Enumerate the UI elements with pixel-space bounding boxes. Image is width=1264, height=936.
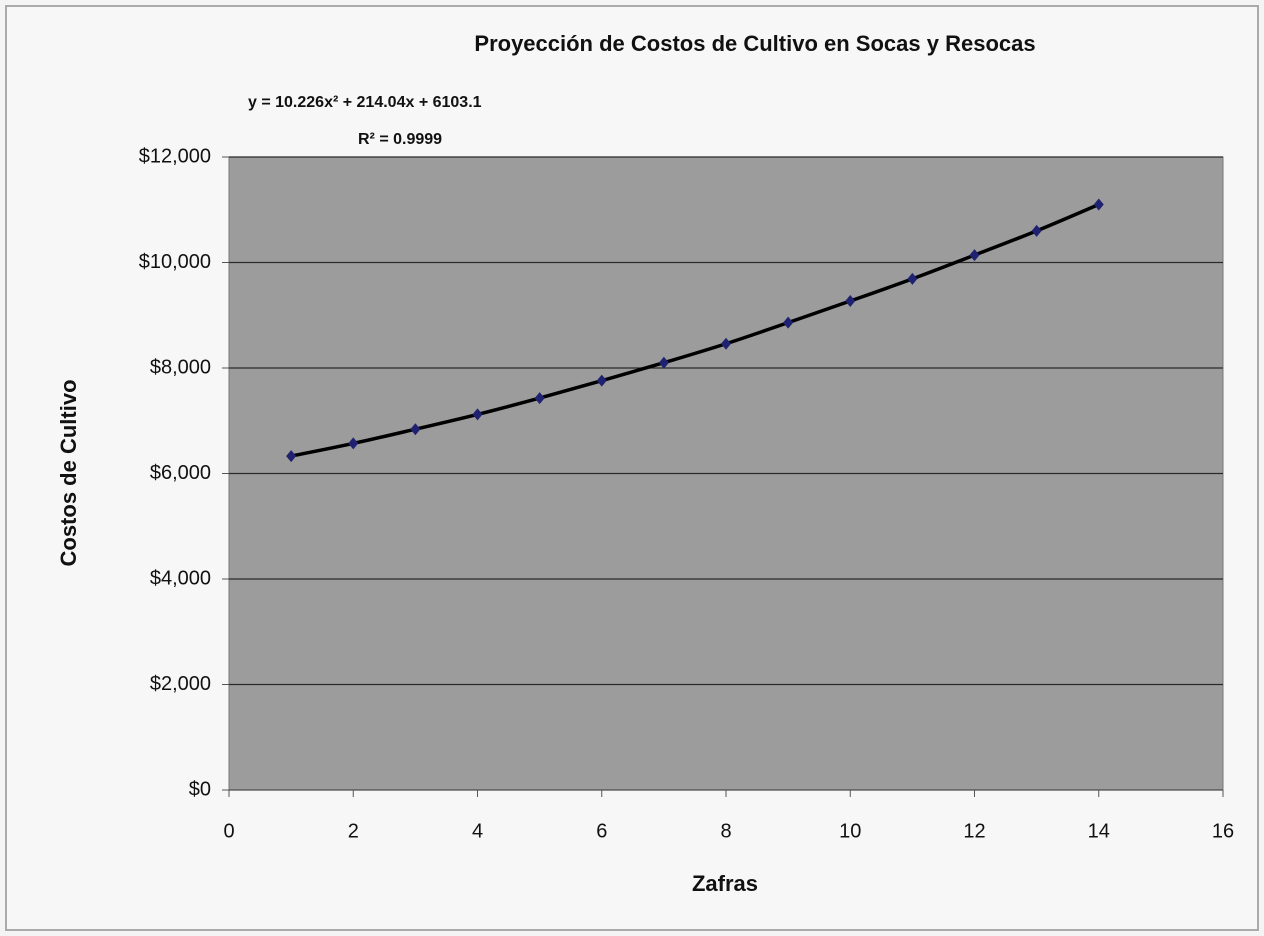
chart-title: Proyección de Costos de Cultivo en Socas… <box>474 31 1035 56</box>
y-tick-label: $10,000 <box>139 251 211 273</box>
x-tick-label: 6 <box>596 820 607 842</box>
x-tick-label: 14 <box>1088 820 1110 842</box>
data-point <box>969 249 980 262</box>
x-tick-label: 0 <box>223 820 234 842</box>
trend-equation: y = 10.226x² + 214.04x + 6103.1 <box>248 94 482 111</box>
data-point <box>845 295 856 308</box>
data-point <box>721 337 731 350</box>
data-point <box>907 272 918 285</box>
y-tick-label: $2,000 <box>150 673 211 695</box>
x-tick-label: 4 <box>472 820 483 842</box>
y-tick-label: $8,000 <box>150 356 211 378</box>
x-tick-label: 2 <box>348 820 359 842</box>
data-point <box>286 450 297 463</box>
data-point <box>534 392 545 405</box>
r-squared: R² = 0.9999 <box>358 131 442 148</box>
data-point <box>348 437 359 450</box>
data-point <box>1093 198 1104 211</box>
data-point <box>596 374 607 387</box>
y-tick-label: $4,000 <box>150 567 211 589</box>
x-tick-label: 12 <box>963 820 985 842</box>
x-tick-label: 10 <box>839 820 861 842</box>
y-tick-label: $12,000 <box>139 145 211 167</box>
x-tick-label: 8 <box>720 820 731 842</box>
data-point <box>783 316 794 329</box>
data-point <box>1031 224 1042 237</box>
data-point <box>472 408 483 421</box>
y-tick-label: $6,000 <box>150 462 211 484</box>
data-point <box>410 423 421 436</box>
y-tick-label: $0 <box>189 778 211 800</box>
x-tick-label: 16 <box>1212 820 1234 842</box>
y-axis-title: Costos de Cultivo <box>56 379 81 566</box>
data-point <box>658 356 669 369</box>
x-axis-title: Zafras <box>692 871 758 896</box>
